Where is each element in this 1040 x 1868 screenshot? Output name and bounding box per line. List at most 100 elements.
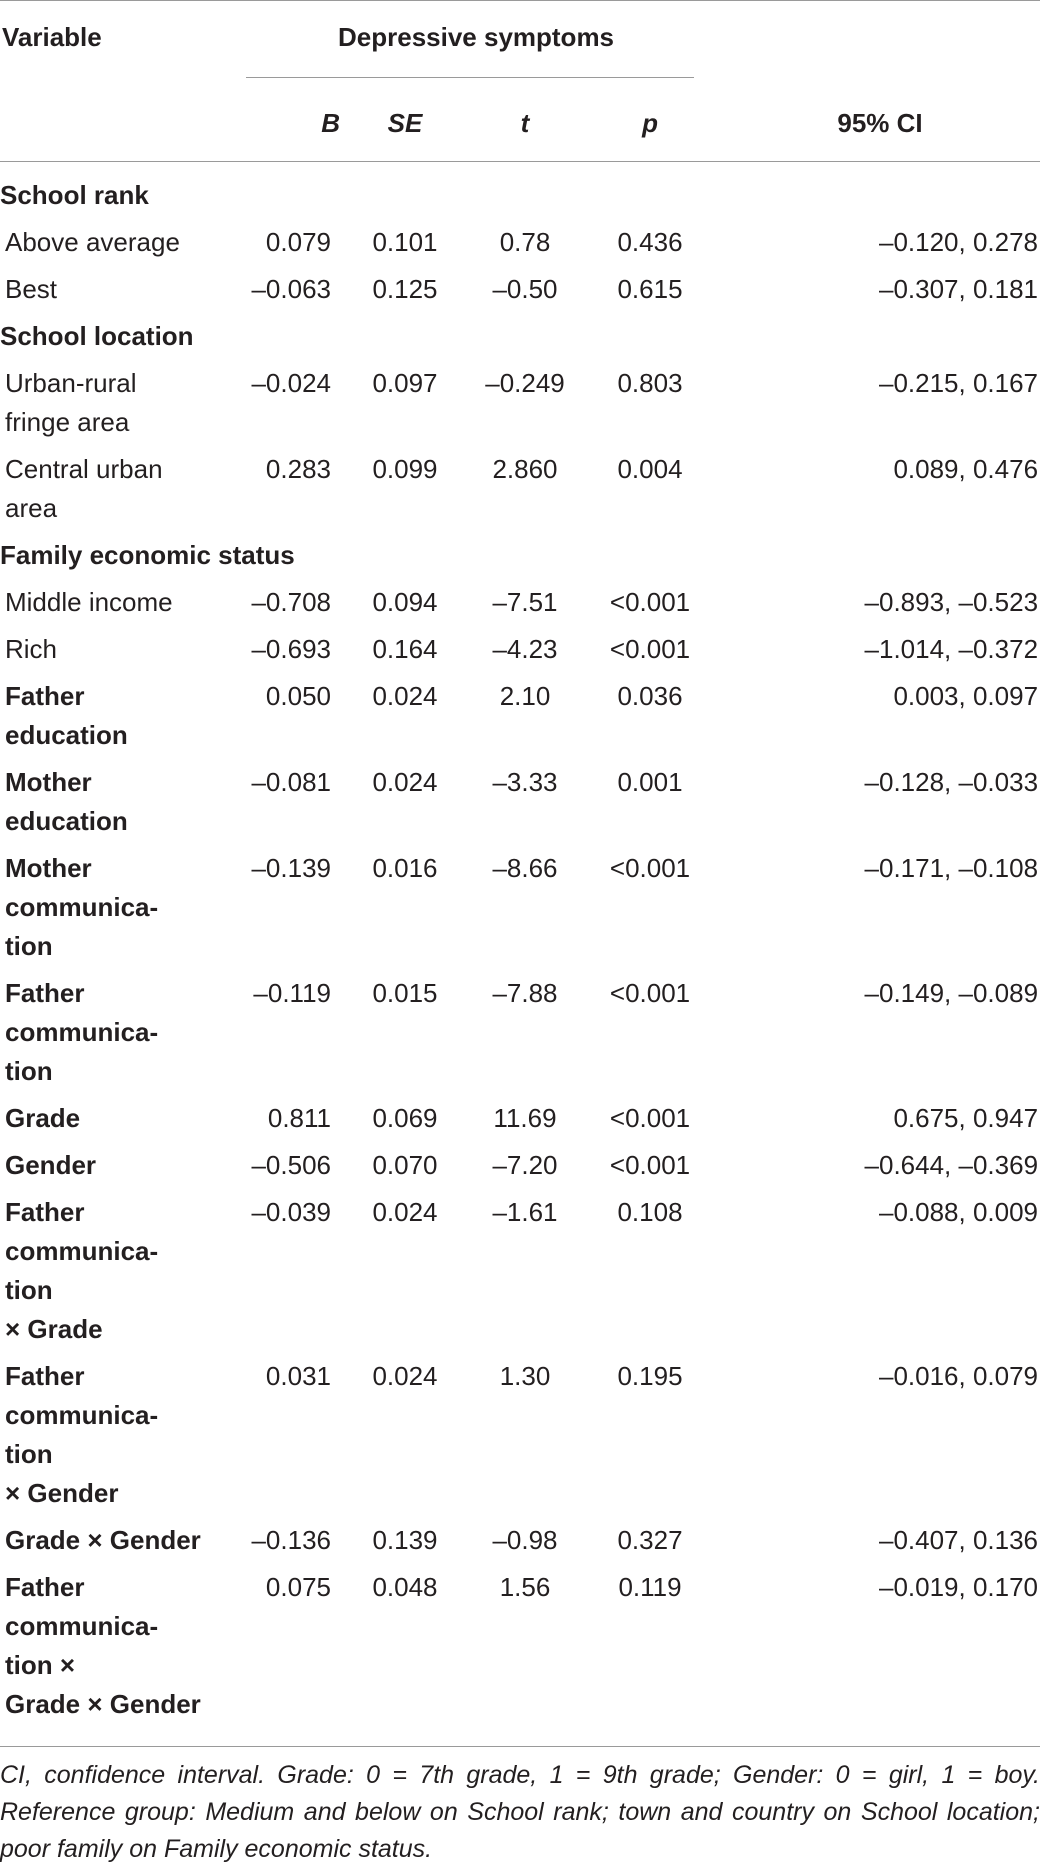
cell: –0.119 (253, 978, 331, 1008)
row-label: Rich (0, 626, 232, 673)
cell: 0.036 (617, 681, 683, 711)
cell: 0.164 (372, 634, 438, 664)
cell: –0.98 (492, 1525, 558, 1555)
label-line: communica- (5, 1017, 159, 1047)
column-header: t (470, 86, 580, 162)
column-header: p (580, 86, 721, 162)
label-line: tion (5, 1056, 53, 1086)
cell: –4.23 (492, 634, 558, 664)
label-line: fringe area (5, 407, 130, 437)
table-row: Best –0.063 0.125 –0.50 0.615 –0.307, 0.181 (0, 266, 1040, 313)
label-line: Urban-rural (5, 368, 137, 398)
row-label: Father communica-tion × Grade (0, 1189, 232, 1353)
cell: 0.001 (617, 767, 683, 797)
cell: 0.094 (372, 587, 438, 617)
cell: <0.001 (609, 634, 691, 664)
cell: <0.001 (609, 587, 691, 617)
cell: –0.039 (251, 1197, 331, 1227)
cell: –0.171, –0.108 (864, 853, 1039, 883)
label-line: tion × (5, 1650, 76, 1680)
label-line: area (5, 493, 58, 523)
cell: 0.070 (372, 1150, 438, 1180)
table-row: Middle income –0.708 0.094 –7.51 <0.001 –0.89… (0, 579, 1040, 626)
table-row: Father communica-tion × Grade –0.039 0.024 –1… (0, 1189, 1040, 1353)
label-line: Father (5, 1197, 85, 1227)
label-line: Middle income (5, 587, 173, 617)
cell: 0.031 (265, 1361, 331, 1391)
table-row: Father education 0.050 0.024 2.10 0.036 0.003,… (0, 673, 1040, 759)
cell: 0.016 (372, 853, 438, 883)
blank-header (0, 86, 232, 162)
cell: –0.506 (251, 1150, 331, 1180)
cell: –0.149, –0.089 (864, 978, 1039, 1008)
cell: 0.125 (372, 274, 438, 304)
row-label: Best (0, 266, 232, 313)
label-line: Grade (5, 1103, 81, 1133)
cell: 0.075 (265, 1572, 331, 1602)
cell: –0.088, 0.009 (878, 1197, 1039, 1227)
label-line: Central urban (5, 454, 163, 484)
cell: 2.860 (492, 454, 558, 484)
table-row: Above average 0.079 0.101 0.78 0.436 –0.120, … (0, 219, 1040, 266)
cell: 0.024 (372, 1197, 438, 1227)
cell: 0.024 (372, 767, 438, 797)
label-line: education (5, 806, 128, 836)
column-header-row: B SE t p 95% CI (0, 86, 1040, 162)
row-label: Gender (0, 1142, 232, 1189)
cell: –0.249 (485, 368, 565, 398)
label-line: Father (5, 1361, 85, 1391)
cell: 0.079 (265, 227, 331, 257)
cell: 0.195 (617, 1361, 683, 1391)
row-label: Father communica-tion × Grade × Gender (0, 1564, 232, 1746)
cell: 0.139 (372, 1525, 438, 1555)
label-line: communica- (5, 1400, 159, 1430)
cell: 0.108 (617, 1197, 683, 1227)
group-header: Depressive symptoms (232, 1, 720, 86)
row-label: Central urban area (0, 446, 232, 532)
label-line: School location (0, 321, 194, 351)
label-line: Gender (5, 1150, 97, 1180)
column-header: SE (340, 86, 470, 162)
cell: –3.33 (492, 767, 558, 797)
cell: 0.004 (617, 454, 683, 484)
cell: –0.063 (251, 274, 331, 304)
row-label: Mother communica-tion (0, 845, 232, 970)
table-row: Rich –0.693 0.164 –4.23 <0.001 –1.014, –0.372 (0, 626, 1040, 673)
cell: 1.30 (499, 1361, 551, 1391)
label-line: education (5, 720, 128, 750)
table-row: Urban-rural fringe area –0.024 0.097 –0.249 0… (0, 360, 1040, 446)
label-line: Above average (5, 227, 180, 257)
cell: –1.014, –0.372 (864, 634, 1039, 664)
variable-header: Variable (2, 22, 102, 52)
cell: –1.61 (492, 1197, 558, 1227)
cell: 0.024 (372, 1361, 438, 1391)
cell: <0.001 (609, 1150, 691, 1180)
cell: 0.097 (372, 368, 438, 398)
cell: –0.016, 0.079 (878, 1361, 1039, 1391)
table-body: School rank Above average 0.079 0.101 0.78 0.… (0, 162, 1040, 1747)
label-line: Best (5, 274, 58, 304)
label-line: tion (5, 1439, 53, 1469)
table-row: School location (0, 313, 1040, 360)
table-row: Family economic status (0, 532, 1040, 579)
table-row: School rank (0, 162, 1040, 220)
cell: 0.003, 0.097 (893, 681, 1039, 711)
label-line: School rank (0, 180, 149, 210)
row-label: Mother education (0, 759, 232, 845)
table-row: Central urban area 0.283 0.099 2.860 0.004 0.0… (0, 446, 1040, 532)
table-row: Father communica-tion –0.119 0.015 –7.88 <0.0… (0, 970, 1040, 1095)
cell: 0.015 (372, 978, 438, 1008)
cell: 0.615 (617, 274, 683, 304)
cell: 0.099 (372, 454, 438, 484)
label-line: Father (5, 1572, 85, 1602)
cell: 0.327 (617, 1525, 683, 1555)
cell: 1.56 (499, 1572, 551, 1602)
footnote: CI, confidence interval. Grade: 0 = 7th … (0, 1746, 1040, 1868)
cell: –0.081 (251, 767, 331, 797)
cell: <0.001 (609, 853, 691, 883)
row-label: Father education (0, 673, 232, 759)
cell: –0.407, 0.136 (878, 1525, 1039, 1555)
label-line: Grade × Gender (5, 1689, 201, 1719)
table-row: Father communica-tion × Grade × Gender 0.07… (0, 1564, 1040, 1746)
table-row: Mother education –0.081 0.024 –3.33 0.001 –0.1… (0, 759, 1040, 845)
